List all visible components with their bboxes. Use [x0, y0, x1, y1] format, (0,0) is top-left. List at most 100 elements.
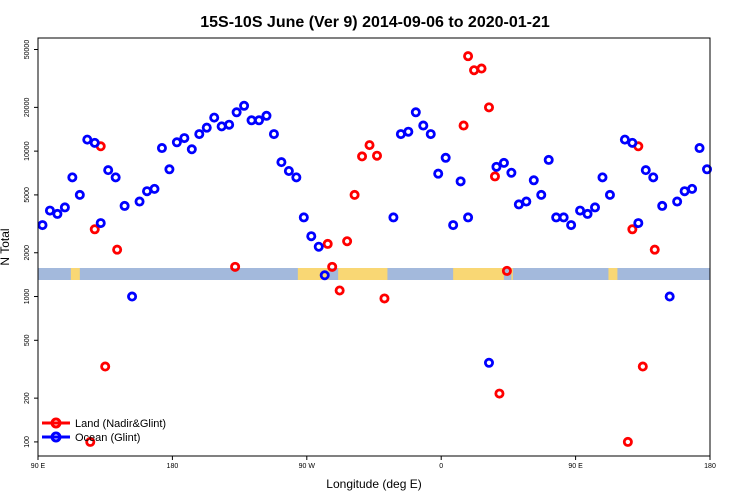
ocean-point	[254, 115, 265, 126]
ocean-point	[388, 212, 399, 223]
ocean-point	[231, 107, 242, 118]
ocean-point	[291, 172, 302, 183]
ocean-point	[119, 200, 130, 211]
legend-land-marker	[50, 417, 62, 429]
axis-ticks: 90 E 180 90 W 0 90 E 180 100 200 500 1000 2000 5000…	[24, 40, 716, 470]
land-point	[501, 265, 512, 276]
y-tick-label: 10000	[24, 141, 31, 161]
ocean-point	[440, 152, 451, 163]
ocean-point	[694, 143, 705, 154]
ocean-point	[179, 133, 190, 144]
ocean-point	[44, 205, 55, 216]
chart-title: 15S-10S June (Ver 9) 2014-09-06 to 2020-…	[200, 14, 550, 31]
map-land-segment	[70, 268, 80, 280]
land-point	[357, 151, 368, 162]
y-tick-label: 500	[24, 334, 31, 346]
ocean-point	[283, 166, 294, 177]
ocean-point	[543, 154, 554, 165]
ocean-point	[89, 137, 100, 148]
ocean-point	[448, 220, 459, 231]
land-point	[89, 224, 100, 235]
y-tick-label: 20000	[24, 98, 31, 118]
land-point	[489, 171, 500, 182]
ocean-point	[95, 218, 106, 229]
ocean-point	[418, 120, 429, 131]
x-tick-label: 180	[167, 463, 179, 470]
land-point	[637, 361, 648, 372]
land-point	[230, 261, 241, 272]
map-land-segment	[511, 268, 513, 280]
ocean-point	[194, 129, 205, 140]
land-point	[322, 238, 333, 249]
x-tick-label: 0	[439, 463, 443, 470]
land-point	[327, 261, 338, 272]
ocean-point	[209, 112, 220, 123]
land-point	[342, 236, 353, 247]
land-point	[334, 285, 345, 296]
ocean-point	[433, 168, 444, 179]
ocean-point	[687, 183, 698, 194]
ocean-point	[134, 196, 145, 207]
ocean-point	[110, 172, 121, 183]
ocean-point	[103, 165, 114, 176]
ocean-point	[186, 144, 197, 155]
ocean-point	[171, 137, 182, 148]
y-tick-label: 1000	[24, 289, 31, 305]
ocean-point	[224, 119, 235, 130]
map-strip	[38, 268, 710, 280]
x-axis-label: Longitude (deg E)	[326, 477, 421, 491]
ocean-point	[127, 291, 138, 302]
ocean-point	[627, 137, 638, 148]
ocean-point	[528, 175, 539, 186]
ocean-point	[239, 100, 250, 111]
ocean-point	[575, 205, 586, 216]
ocean-point	[558, 212, 569, 223]
plot-frame	[37, 37, 711, 457]
data-points	[37, 51, 713, 447]
legend-ocean-marker	[50, 431, 62, 443]
land-point	[349, 189, 360, 200]
ocean-point	[37, 220, 48, 231]
x-tick-label: 90 E	[31, 463, 46, 470]
land-point	[112, 244, 123, 255]
map-land-segment	[608, 268, 618, 280]
ocean-point	[261, 110, 272, 121]
land-point	[100, 361, 111, 372]
x-tick-label: 180	[704, 463, 716, 470]
land-point	[371, 150, 382, 161]
ocean-point	[657, 200, 668, 211]
ocean-point	[268, 129, 279, 140]
ocean-point	[463, 212, 474, 223]
ocean-point	[425, 129, 436, 140]
ocean-point	[59, 202, 70, 213]
ocean-point	[403, 126, 414, 137]
ocean-point	[67, 172, 78, 183]
legend-ocean-label: Ocean (Glint)	[75, 432, 140, 444]
ocean-point	[672, 196, 683, 207]
ocean-point	[521, 196, 532, 207]
y-tick-label: 2000	[24, 245, 31, 261]
y-tick-label: 100	[24, 436, 31, 448]
ocean-point	[604, 189, 615, 200]
ocean-point	[506, 167, 517, 178]
ocean-point	[306, 231, 317, 242]
ocean-point	[201, 122, 212, 133]
ocean-point	[648, 172, 659, 183]
y-axis-label: N Total	[0, 228, 12, 265]
ocean-point	[164, 164, 175, 175]
x-tick-label: 90 W	[299, 463, 316, 470]
land-point	[379, 293, 390, 304]
ocean-point	[536, 189, 547, 200]
y-tick-label: 50000	[24, 40, 31, 60]
ocean-point	[298, 212, 309, 223]
ocean-point	[410, 107, 421, 118]
land-point	[458, 120, 469, 131]
map-land-segment	[338, 268, 388, 280]
ocean-point	[702, 164, 713, 175]
ocean-point	[276, 157, 287, 168]
land-point	[649, 244, 660, 255]
ocean-point	[590, 202, 601, 213]
land-point	[483, 102, 494, 113]
ocean-point	[619, 134, 630, 145]
